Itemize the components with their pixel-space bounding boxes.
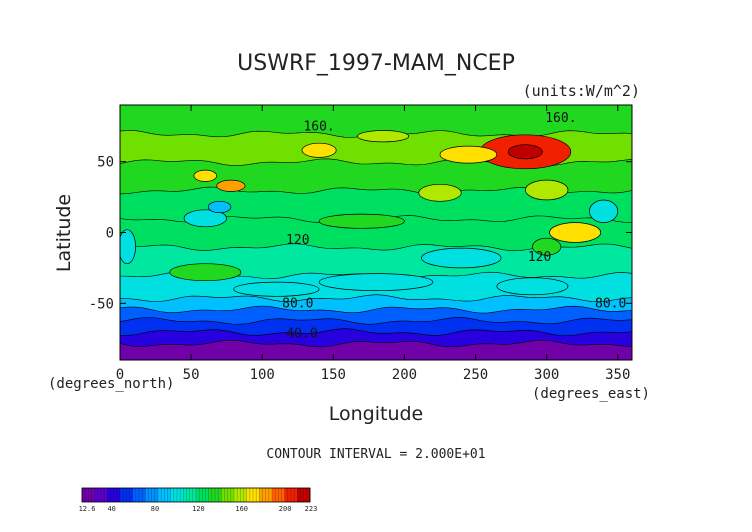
x-tick-label: 50	[183, 367, 200, 383]
colorbar-swatch	[94, 488, 108, 502]
contour-region	[418, 183, 462, 202]
colorbar-swatch	[221, 488, 235, 502]
contour-region	[549, 222, 602, 243]
colorbar-swatch	[259, 488, 273, 502]
contour-region	[233, 281, 320, 297]
colorbar-swatch	[297, 488, 311, 502]
x-tick-label: 0	[116, 367, 124, 383]
colorbar-min-label: 12.6	[79, 505, 96, 513]
contour-region	[183, 209, 227, 228]
y-tick-label: 0	[106, 226, 114, 242]
colorbar-swatch	[120, 488, 134, 502]
contour-region	[318, 273, 434, 291]
colorbar-swatch	[246, 488, 260, 502]
lat-band	[120, 105, 632, 138]
contour-region	[301, 142, 337, 158]
y-tick-label: 50	[97, 155, 114, 171]
colorbar-swatch	[132, 488, 146, 502]
colorbar-swatch	[145, 488, 159, 502]
x-axis-label: Longitude	[329, 403, 424, 425]
heatmap-field	[120, 105, 632, 360]
colorbar-swatch	[196, 488, 210, 502]
colorbar-tick-label: 80	[151, 505, 159, 513]
colorbar-swatch	[158, 488, 172, 502]
colorbar-swatch	[107, 488, 121, 502]
colorbar-swatch	[82, 488, 96, 502]
colorbar-tick-label: 160	[235, 505, 248, 513]
contour-region	[421, 247, 502, 269]
contour-region	[496, 277, 569, 296]
colorbar-tick-label: 40	[107, 505, 115, 513]
x-tick-label: 300	[534, 367, 559, 383]
contour-region	[532, 237, 562, 256]
colorbar-swatch	[208, 488, 222, 502]
colorbar-frame	[81, 487, 311, 503]
contour-region	[193, 169, 218, 182]
y-unit-label: (degrees_north)	[48, 376, 174, 392]
contour-region	[589, 199, 619, 223]
y-tick-label: -50	[89, 296, 114, 312]
x-axis: 0 50 100 150 200 250 300 350	[116, 105, 630, 383]
colorbar-tick-label: 200	[279, 505, 292, 513]
colorbar-tick-label: 120	[192, 505, 205, 513]
contour-label: 160.	[545, 111, 576, 126]
contour-interval-text: CONTOUR INTERVAL = 2.000E+01	[266, 447, 485, 462]
contour-labels: 160. 160. 120 120 80.0 80.0 40.0	[282, 111, 626, 341]
colorbar-max-label: 223	[305, 505, 318, 513]
colorbar-swatch	[272, 488, 286, 502]
contour-region	[207, 200, 232, 214]
contour-region	[507, 144, 543, 160]
x-tick-label: 200	[392, 367, 417, 383]
x-tick-label: 100	[250, 367, 275, 383]
colorbar-swatch	[170, 488, 184, 502]
chart-title: USWRF_1997-MAM_NCEP	[237, 51, 515, 76]
contour-region	[439, 145, 498, 164]
x-tick-label: 350	[605, 367, 630, 383]
units-label: (units:W/m^2)	[523, 82, 640, 100]
colorbar-swatch	[284, 488, 298, 502]
x-tick-label: 250	[463, 367, 488, 383]
contour-region	[318, 213, 405, 229]
contour-region	[120, 229, 136, 265]
y-axis-label: Latitude	[53, 194, 75, 272]
x-tick-label: 150	[321, 367, 346, 383]
contour-label: 40.0	[286, 326, 317, 341]
colorbar-swatch	[234, 488, 248, 502]
contour-label: 80.0	[282, 297, 313, 312]
x-unit-label: (degrees_east)	[532, 386, 650, 402]
contour-region	[525, 179, 569, 201]
contour-region	[169, 263, 242, 282]
contour-label: 120	[528, 250, 551, 265]
contour-label: 160.	[303, 120, 334, 135]
contour-region	[357, 130, 410, 143]
contour-label: 80.0	[595, 297, 626, 312]
y-axis: 50 0 -50	[89, 155, 632, 312]
contour-region	[216, 179, 246, 192]
colorbar: 40 80 120 160 200	[81, 487, 311, 513]
contour-label: 120	[286, 233, 309, 248]
colorbar-swatch	[183, 488, 197, 502]
